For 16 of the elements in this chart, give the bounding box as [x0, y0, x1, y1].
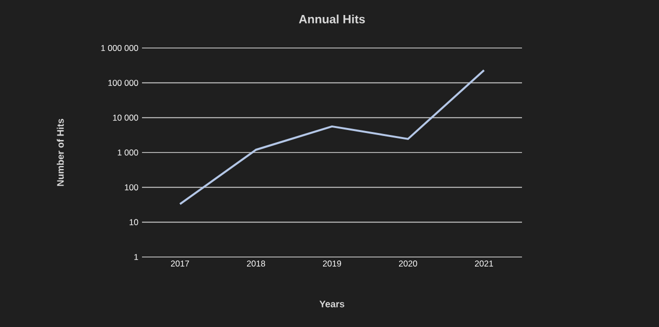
line-series [179, 69, 485, 206]
x-tick-label: 2020 [398, 260, 418, 267]
x-tick-label: 2019 [322, 260, 342, 267]
x-tick-label: 2018 [246, 260, 266, 267]
x-tick-label: 2021 [474, 260, 494, 267]
x-axis-title: Years [319, 300, 344, 308]
y-tick-label: 1 000 [118, 150, 138, 156]
y-tick-label: 100 000 [108, 80, 138, 86]
y-tick-label: 10 000 [113, 114, 138, 121]
chart-title: Annual Hits [298, 14, 365, 24]
y-axis-title: Number of Hits [56, 118, 64, 186]
y-tick-label: 1 [134, 254, 138, 260]
y-tick-label: 1 000 000 [101, 45, 138, 52]
y-tick-label: 10 [130, 219, 138, 226]
x-tick-label: 2017 [170, 260, 190, 267]
y-tick-label: 100 [124, 184, 138, 190]
